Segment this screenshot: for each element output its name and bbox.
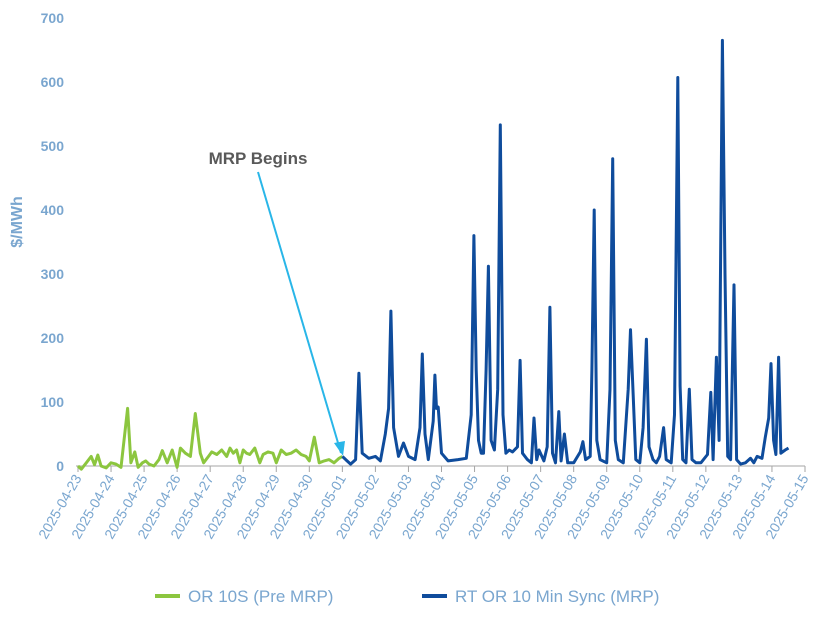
x-axis-ticks: 2025-04-232025-04-242025-04-252025-04-26…	[35, 466, 812, 542]
legend-label-pre-mrp: OR 10S (Pre MRP)	[188, 587, 333, 606]
y-tick-label: 0	[56, 458, 64, 474]
annotation-arrow	[257, 171, 342, 454]
y-tick-label: 700	[41, 10, 65, 26]
y-tick-label: 500	[41, 138, 65, 154]
legend-label-mrp: RT OR 10 Min Sync (MRP)	[455, 587, 659, 606]
y-tick-label: 100	[41, 394, 65, 410]
y-tick-label: 300	[41, 266, 65, 282]
y-tick-label: 600	[41, 74, 65, 90]
series-line-pre-mrp	[76, 406, 344, 471]
annotation-arrowhead	[334, 441, 345, 456]
annotation-label: MRP Begins	[209, 149, 308, 168]
legend: OR 10S (Pre MRP) RT OR 10 Min Sync (MRP)	[155, 587, 659, 606]
y-tick-label: 200	[41, 330, 65, 346]
series-line-mrp	[341, 38, 790, 466]
y-tick-label: 400	[41, 202, 65, 218]
y-axis-label: $/MWh	[9, 196, 26, 248]
annotation: MRP Begins	[209, 149, 345, 456]
y-axis-ticks: 0 100 200 300 400 500 600 700	[41, 10, 65, 474]
